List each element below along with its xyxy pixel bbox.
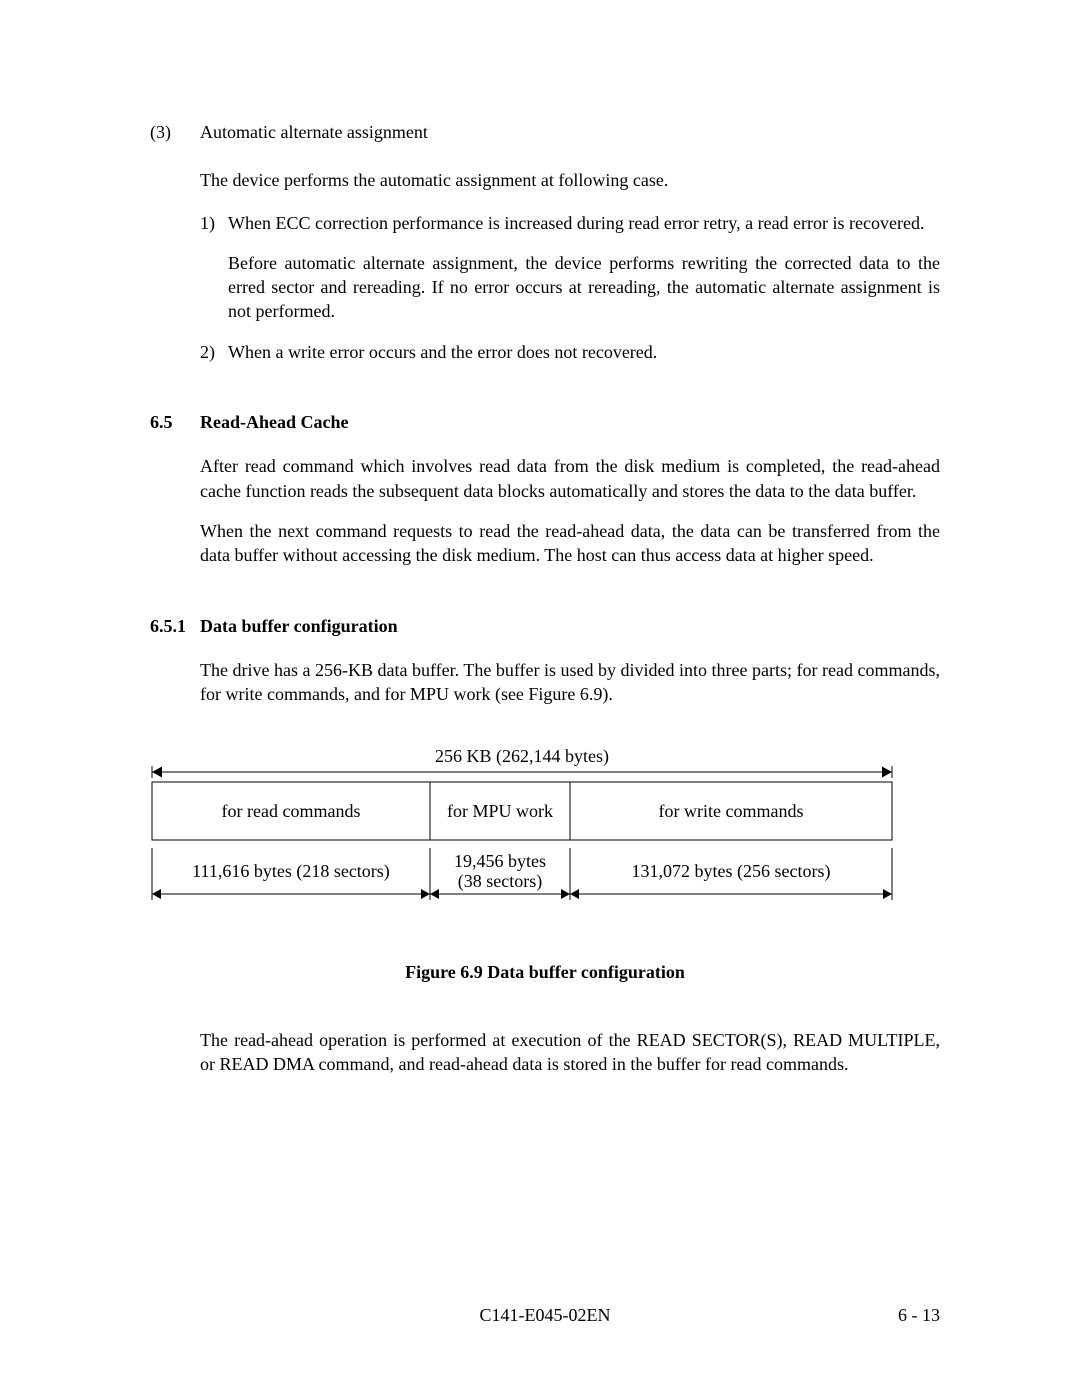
list-marker-1: 1) (200, 211, 228, 235)
section-6-5-1-para1: The drive has a 256-KB data buffer. The … (200, 658, 940, 707)
page: (3) Automatic alternate assignment The d… (0, 0, 1080, 1397)
section-6-5-1-number: 6.5.1 (150, 614, 200, 638)
section-6-5-1-title: Data buffer configuration (200, 614, 398, 638)
list-marker-2: 2) (200, 340, 228, 364)
svg-text:19,456 bytes: 19,456 bytes (454, 851, 546, 871)
figure-6-9: 256 KB (262,144 bytes) for read commands f… (150, 748, 940, 984)
svg-text:256 KB (262,144 bytes): 256 KB (262,144 bytes) (435, 748, 609, 767)
section-6-5-1-heading: 6.5.1 Data buffer configuration (150, 614, 940, 638)
section-6-5-para2: When the next command requests to read t… (200, 519, 940, 568)
svg-text:for MPU work: for MPU work (447, 801, 553, 821)
item3-intro: The device performs the automatic assign… (200, 168, 940, 192)
figure-svg: 256 KB (262,144 bytes) for read commands f… (150, 748, 940, 923)
item3-heading: (3) Automatic alternate assignment (150, 120, 940, 144)
item3-list-2: 2) When a write error occurs and the err… (200, 340, 940, 364)
section-6-5-para1: After read command which involves read d… (200, 454, 940, 503)
svg-text:111,616 bytes (218 sectors): 111,616 bytes (218 sectors) (192, 861, 390, 882)
list-text-1: When ECC correction performance is incre… (228, 211, 940, 235)
item3-list-1: 1) When ECC correction performance is in… (200, 211, 940, 235)
section-6-5-heading: 6.5 Read-Ahead Cache (150, 410, 940, 434)
figure-caption: Figure 6.9 Data buffer configuration (150, 960, 940, 984)
svg-text:for read commands: for read commands (222, 801, 361, 821)
section-6-5-title: Read-Ahead Cache (200, 410, 349, 434)
list-1-sub: Before automatic alternate assignment, t… (228, 251, 940, 324)
section-6-5-number: 6.5 (150, 410, 200, 434)
svg-text:(38 sectors): (38 sectors) (458, 871, 542, 892)
item3-title: Automatic alternate assignment (200, 120, 428, 144)
footer-page-number: 6 - 13 (898, 1303, 940, 1327)
list-text-2: When a write error occurs and the error … (228, 340, 940, 364)
footer-center: C141-E045-02EN (150, 1303, 940, 1327)
item3-number: (3) (150, 120, 200, 144)
postfig-para: The read-ahead operation is performed at… (200, 1028, 940, 1077)
svg-text:for write commands: for write commands (659, 801, 804, 821)
page-footer: C141-E045-02EN 6 - 13 (150, 1303, 940, 1327)
svg-text:131,072 bytes (256 sectors): 131,072 bytes (256 sectors) (632, 861, 831, 882)
